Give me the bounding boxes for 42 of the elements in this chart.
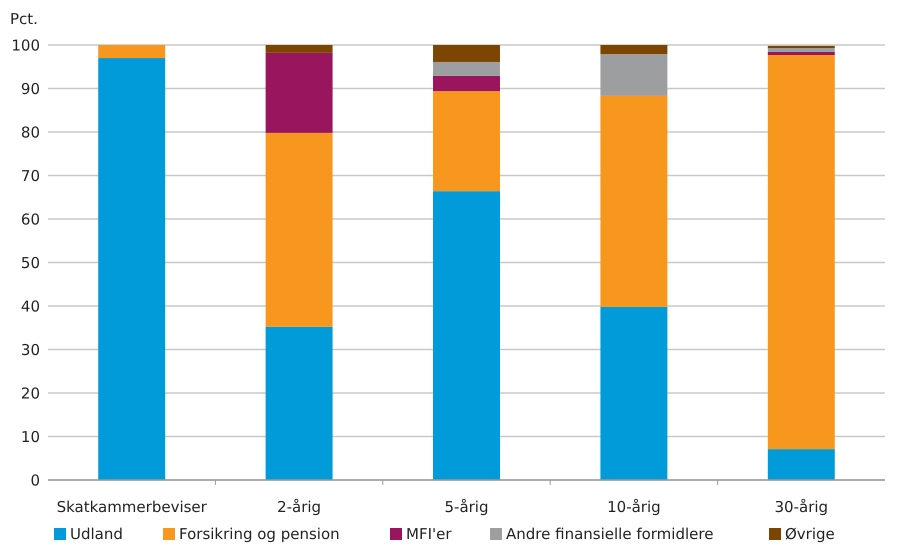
y-tick-label: 50: [20, 254, 40, 272]
y-tick-label: 60: [20, 210, 40, 228]
bar: [266, 326, 333, 480]
bar: [768, 52, 835, 56]
bar: [266, 52, 333, 133]
x-tick-label: 10-årig: [607, 498, 661, 516]
x-tick-label: 2-årig: [277, 498, 322, 516]
bar: [600, 45, 668, 54]
y-tick-label: 0: [30, 471, 40, 490]
bar: [98, 58, 166, 480]
bar: [433, 91, 500, 192]
legend-label: Andre finansielle formidlere: [506, 525, 714, 543]
bar: [433, 62, 500, 76]
legend-label: Øvrige: [785, 525, 835, 543]
bar: [768, 46, 835, 48]
bar: [768, 449, 835, 480]
bar: [600, 306, 668, 480]
x-tick-label: 30-årig: [774, 498, 828, 516]
bar: [768, 48, 835, 52]
y-tick-label: 20: [20, 384, 40, 402]
y-tick-label: 100: [11, 36, 40, 54]
y-tick-label: 80: [20, 123, 40, 142]
bar: [266, 45, 333, 53]
bar: [433, 191, 500, 480]
y-tick-label: 90: [20, 80, 40, 98]
y-axis-title: Pct.: [10, 10, 38, 28]
bar: [433, 45, 500, 62]
x-tick-label: 5-årig: [444, 498, 489, 516]
y-tick-label: 70: [20, 166, 40, 185]
bar: [600, 96, 668, 307]
y-tick-label: 30: [20, 340, 40, 359]
legend-label: Forsikring og pension: [179, 525, 340, 543]
bar: [433, 76, 500, 92]
legend-label: MFI'er: [406, 525, 452, 543]
x-tick-label: Skatkammerbeviser: [56, 498, 208, 516]
legend-label: Udland: [70, 525, 123, 543]
bar: [600, 54, 668, 96]
bar: [266, 132, 333, 327]
bar: [768, 55, 835, 450]
y-tick-label: 40: [20, 297, 40, 316]
bar: [98, 45, 166, 58]
y-tick-label: 10: [20, 428, 40, 446]
